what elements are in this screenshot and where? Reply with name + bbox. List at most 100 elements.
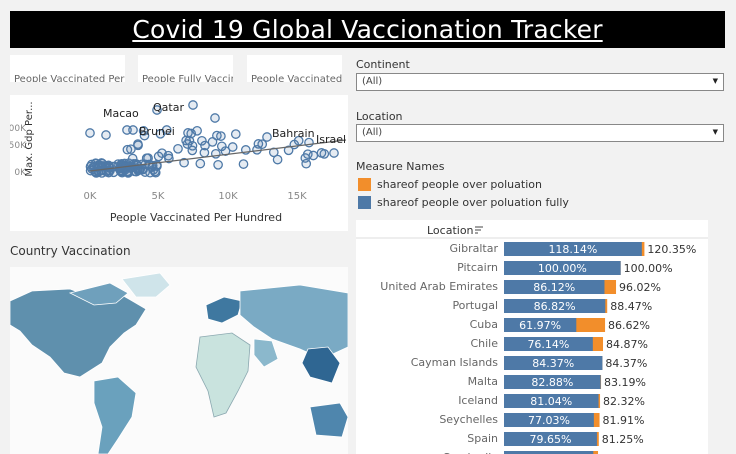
bar-share-fully[interactable] — [504, 413, 594, 427]
scatter-point[interactable] — [179, 157, 189, 168]
scatter-point[interactable] — [216, 141, 227, 152]
chevron-down-icon[interactable]: ▼ — [712, 77, 718, 85]
scatter-point[interactable] — [101, 130, 111, 140]
scatter-point[interactable] — [200, 140, 210, 151]
bar-row[interactable]: Portugal 86.82% 88.47% — [452, 299, 652, 313]
scatter-point[interactable] — [268, 147, 279, 158]
location-select[interactable]: (All) ▼ — [356, 124, 724, 142]
scatter-point[interactable] — [127, 153, 138, 164]
bar-row[interactable]: Chile 76.14% 84.87% — [470, 337, 648, 351]
scatter-point[interactable] — [183, 128, 193, 138]
scatter-point[interactable] — [122, 144, 133, 155]
bar-row[interactable]: Cayman Islands 84.37% 84.37% — [411, 356, 648, 370]
scatter-point[interactable] — [210, 148, 221, 159]
scatter-point[interactable] — [272, 154, 283, 165]
scatter-point[interactable] — [85, 128, 95, 138]
scatter-point[interactable] — [161, 125, 172, 135]
bar-share-fully[interactable] — [504, 242, 642, 256]
bar-row[interactable]: Cuba 61.97% 86.62% — [470, 318, 650, 332]
middle-east-region[interactable] — [253, 338, 279, 368]
kpi-card-1[interactable]: People Vaccinated Per Hundred — [10, 55, 125, 82]
bar-share-fully[interactable] — [504, 432, 597, 446]
scatter-point[interactable] — [129, 166, 140, 177]
sort-icon[interactable] — [475, 226, 483, 234]
kpi-card-2[interactable]: People Fully Vaccinated — [138, 55, 233, 82]
bar-share-fully[interactable] — [504, 375, 601, 389]
bar-row[interactable]: Malta 82.88% 83.19% — [468, 375, 646, 389]
scatter-point[interactable] — [138, 126, 149, 136]
bar-value-fully-label: 118.14% — [548, 243, 597, 256]
bar-share-fully[interactable] — [504, 280, 605, 294]
scatter-points[interactable] — [85, 100, 339, 178]
scatter-point[interactable] — [182, 139, 193, 149]
scatter-point[interactable] — [187, 140, 198, 151]
scatter-point[interactable] — [152, 105, 162, 115]
bar-share-fully[interactable] — [504, 356, 603, 370]
scatter-point[interactable] — [140, 167, 150, 177]
bar-row[interactable]: Gibraltar 118.14% 120.35% — [450, 242, 697, 256]
scatter-point[interactable] — [143, 153, 153, 163]
scatter-point[interactable] — [238, 159, 249, 169]
oceania-region[interactable] — [309, 402, 349, 438]
chevron-down-icon[interactable]: ▼ — [712, 128, 718, 136]
scatter-point[interactable] — [293, 135, 304, 146]
scatter-point[interactable] — [192, 125, 202, 136]
bar-row[interactable]: United Arab Emirates 86.12% 96.02% — [380, 280, 661, 294]
scatter-point[interactable] — [126, 144, 136, 155]
canada-arctic-region[interactable] — [68, 282, 129, 306]
scatter-point[interactable] — [213, 159, 223, 170]
scatter-point[interactable] — [230, 129, 241, 139]
scatter-point[interactable] — [133, 140, 143, 151]
bar-row[interactable]: Spain 79.65% 81.25% — [467, 432, 644, 446]
bar-value-total-label: 81.25% — [602, 433, 644, 446]
scatter-point[interactable] — [283, 145, 294, 156]
south-america-region[interactable] — [93, 376, 137, 454]
bar-value-fully-label: 82.88% — [531, 376, 573, 389]
bar-row[interactable]: Iceland 81.04% 82.32% — [458, 394, 645, 408]
legend-item-share-fully[interactable]: shareof people over poluation fully — [358, 196, 569, 209]
scatter-point[interactable] — [173, 143, 183, 154]
europe-region[interactable] — [205, 296, 243, 324]
scatter-point[interactable] — [210, 113, 220, 123]
bar-share-fully[interactable] — [504, 318, 577, 332]
bar-value-total-label: 84.37% — [605, 357, 647, 370]
legend-swatch — [358, 178, 371, 191]
scatter-point[interactable] — [316, 148, 327, 158]
scatter-point[interactable] — [308, 150, 319, 161]
legend-item-share[interactable]: shareof people over poluation — [358, 178, 542, 191]
scatter-point[interactable] — [153, 151, 164, 162]
bar-share-fully[interactable] — [504, 394, 599, 408]
bar-category-label: Cayman Islands — [411, 356, 499, 369]
east-asia-region[interactable] — [301, 346, 341, 384]
scatter-point[interactable] — [262, 132, 272, 142]
bar-share-fully[interactable] — [504, 451, 594, 454]
scatter-point[interactable] — [227, 142, 238, 152]
bar-row[interactable]: Seychelles 77.03% 81.91% — [439, 413, 645, 427]
world-map[interactable] — [9, 267, 349, 454]
bar-category-label: Chile — [470, 337, 498, 350]
bar-share-fully[interactable] — [504, 261, 621, 275]
scatter-plot[interactable]: 100K 50K 0K 0K 5K 10K 15K People Vaccina… — [3, 95, 348, 231]
scatter-point[interactable] — [329, 148, 339, 158]
scatter-point[interactable] — [195, 158, 206, 169]
bar-share-fully[interactable] — [504, 299, 606, 313]
continent-select[interactable]: (All) ▼ — [356, 73, 724, 91]
y-tick: 50K — [10, 141, 27, 151]
scatter-point[interactable] — [257, 139, 268, 150]
bar-row[interactable]: Cambodia 76.52% 80.60% — [442, 451, 643, 454]
africa-region[interactable] — [195, 332, 251, 418]
scatter-point[interactable] — [188, 100, 198, 110]
bar-row[interactable]: Pitcairn 100.00% 100.00% — [457, 261, 673, 275]
scatter-point[interactable] — [197, 135, 207, 146]
greenland-region[interactable] — [121, 272, 171, 298]
scatter-point[interactable] — [301, 158, 312, 169]
bar-value-fully-label: 86.12% — [533, 281, 575, 294]
kpi-card-3[interactable]: People Vaccinated — [247, 55, 342, 82]
bar-share-fully[interactable] — [504, 337, 593, 351]
bar-chart[interactable]: Location Gibraltar 118.14% 120.35% Pitcairn… — [356, 220, 708, 454]
x-axis-label: People Vaccinated Per Hundred — [110, 211, 282, 224]
scatter-point[interactable] — [163, 150, 174, 161]
scatter-point[interactable] — [216, 131, 226, 141]
scatter-point[interactable] — [122, 125, 132, 135]
bar-category-label: Pitcairn — [457, 261, 498, 274]
